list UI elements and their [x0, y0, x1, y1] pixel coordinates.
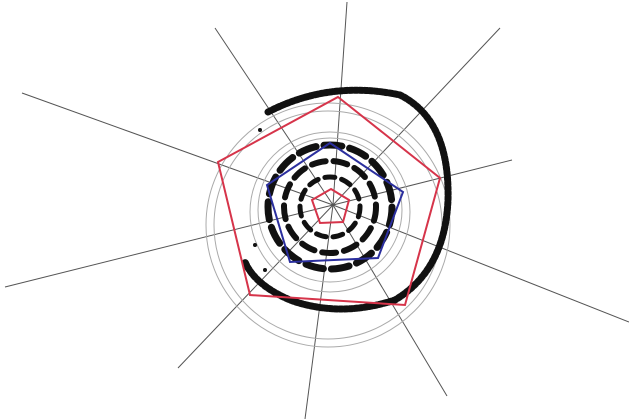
ray — [332, 159, 513, 206]
dot — [253, 243, 257, 247]
ray — [332, 27, 501, 206]
ring — [249, 131, 411, 293]
dotted-pattern — [241, 86, 452, 313]
dotted-arc — [281, 158, 379, 256]
blue-pentagon — [265, 141, 405, 264]
ray — [304, 204, 334, 419]
ring — [257, 137, 403, 283]
ray — [4, 204, 334, 288]
ray — [21, 92, 334, 206]
dotted-arc — [297, 174, 363, 240]
spiral — [241, 86, 452, 313]
ray — [214, 27, 334, 206]
small-red-pentagon — [310, 187, 351, 225]
large-red-pentagon — [216, 95, 442, 307]
radial-lines — [4, 1, 629, 419]
dot — [263, 268, 267, 272]
ray — [332, 204, 629, 323]
ray — [177, 204, 334, 369]
dotted-arc — [264, 141, 396, 273]
dot — [258, 128, 262, 132]
